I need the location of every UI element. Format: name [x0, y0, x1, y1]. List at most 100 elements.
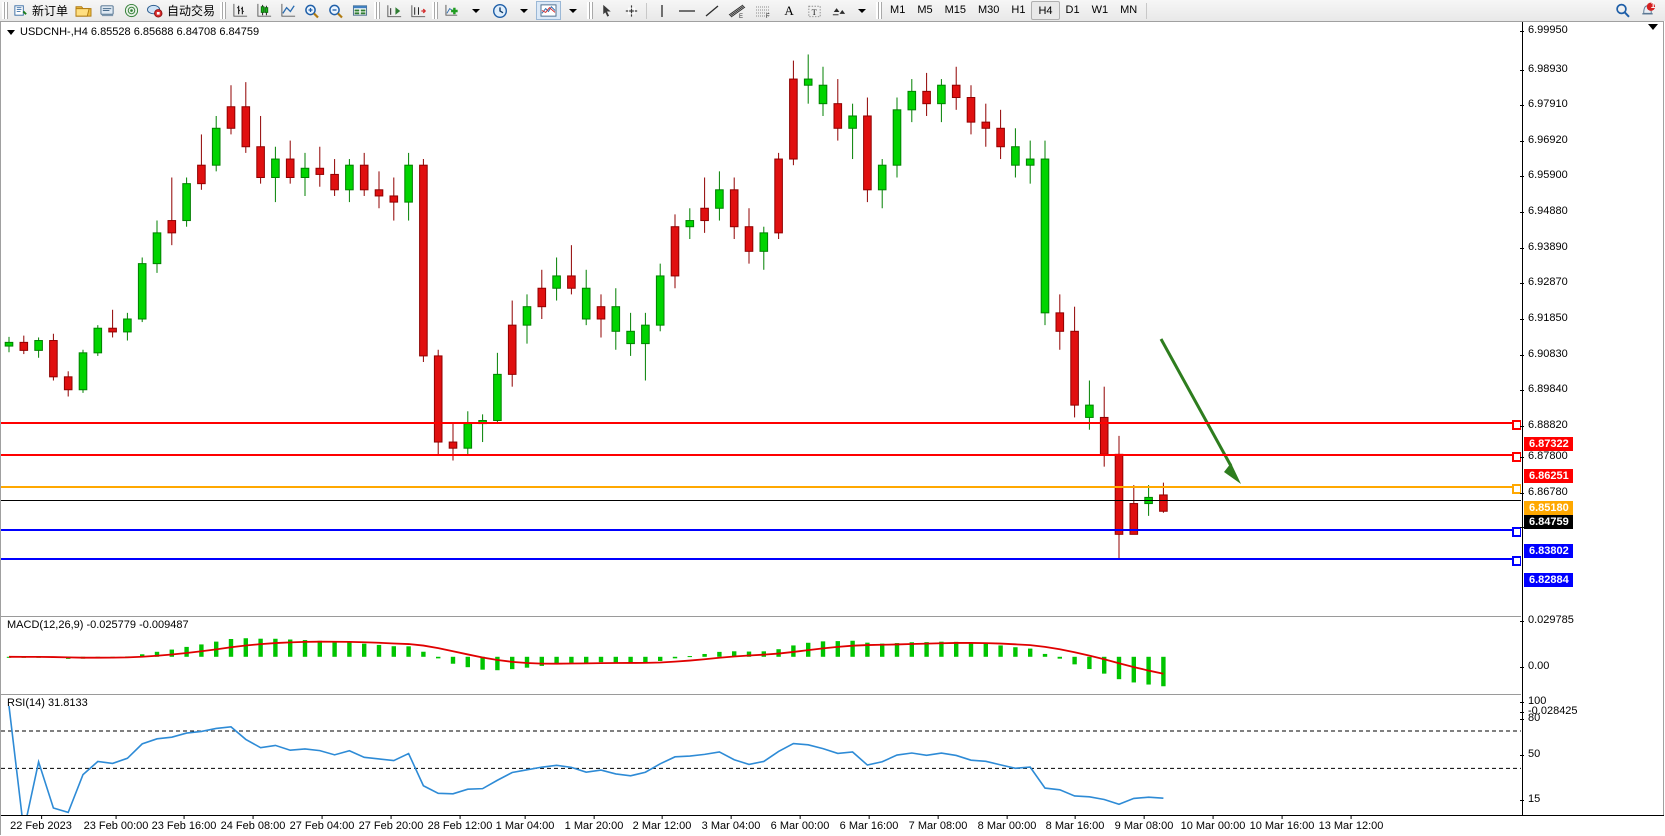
notifications-button[interactable]: 1 — [1635, 1, 1659, 20]
time-tick: 10 Mar 00:00 — [1181, 815, 1245, 832]
time-tick: 27 Feb 20:00 — [359, 815, 423, 832]
price-level-badge-6-86251[interactable]: 6.86251 — [1524, 469, 1573, 483]
price-line-6-85180[interactable] — [1, 484, 1521, 494]
cursor-icon — [603, 4, 611, 17]
current-price-badge: 6.84759 — [1524, 515, 1573, 529]
time-axis[interactable]: 22 Feb 2023 23 Feb 00:00 23 Feb 16:00 24… — [1, 815, 1664, 835]
cursor-tool-button[interactable] — [595, 1, 619, 20]
expert-advisors-button[interactable] — [71, 1, 95, 20]
rsi-pane-divider — [1, 694, 1521, 695]
period-dropdown-arrow[interactable] — [512, 1, 536, 20]
tile-windows-button[interactable] — [348, 1, 372, 20]
equidistant-channel-tool-button[interactable]: E — [724, 1, 750, 20]
toolbar-grip-4[interactable] — [432, 2, 439, 19]
auto-trading-label: 自动交易 — [167, 4, 216, 18]
arrows-tool-button[interactable] — [826, 1, 850, 20]
templates-button[interactable] — [536, 1, 562, 20]
vertical-line-tool-button[interactable] — [650, 1, 674, 20]
timeframe-h4[interactable]: H4 — [1031, 1, 1060, 20]
zoom-out-icon — [329, 4, 343, 18]
toolbar-grip-2[interactable] — [220, 2, 227, 19]
price-level-badge-6-87322[interactable]: 6.87322 — [1524, 437, 1573, 451]
horizontal-line-tool-button[interactable] — [674, 1, 700, 20]
new-order-button[interactable]: 新订单 — [10, 1, 71, 20]
bar-chart-icon — [232, 3, 247, 17]
price-line-handle[interactable] — [1512, 420, 1521, 430]
price-chart-svg — [1, 54, 1521, 815]
auto-trading-button[interactable]: 自动交易 — [143, 1, 218, 20]
timeframe-h1[interactable]: H1 — [1011, 4, 1026, 16]
time-tick: 22 Feb 2023 — [10, 815, 72, 832]
toolbar-grip-5[interactable] — [587, 2, 594, 19]
zoom-out-button[interactable] — [324, 1, 348, 20]
indicators-button[interactable] — [440, 1, 464, 20]
timeframe-m15[interactable]: M15 — [944, 4, 966, 16]
folder-icon — [75, 6, 91, 17]
chart-window-collapse-icon[interactable] — [1648, 24, 1658, 30]
auto-scroll-icon — [386, 4, 401, 17]
candlestick-chart-button[interactable] — [252, 1, 276, 20]
timeframe-m5[interactable]: M5 — [917, 4, 933, 16]
crosshair-tool-button[interactable] — [619, 1, 643, 20]
auto-scroll-button[interactable] — [382, 1, 406, 20]
time-tick: 6 Mar 00:00 — [771, 815, 829, 832]
toolbar-separator-b — [1146, 2, 1148, 19]
price-level-badge-6-83802[interactable]: 6.83802 — [1524, 544, 1573, 558]
period-button[interactable] — [488, 1, 512, 20]
main-toolbar: 新订单 自动交易 — [0, 0, 1665, 22]
chart-window[interactable]: USDCNH-,H4 6.85528 6.85688 6.84708 6.847… — [0, 21, 1665, 836]
time-tick: 10 Mar 16:00 — [1250, 815, 1314, 832]
terminal-button[interactable] — [95, 1, 119, 20]
line-chart-button[interactable] — [276, 1, 300, 20]
text-tool-button[interactable]: A — [776, 1, 802, 20]
price-line-6-82884[interactable] — [1, 556, 1521, 566]
timeframe-mn[interactable]: MN — [1120, 4, 1138, 16]
label-icon: T — [807, 5, 821, 17]
grid-icon — [353, 5, 368, 16]
bar-chart-button[interactable] — [228, 1, 252, 20]
time-tick: 27 Feb 04:00 — [290, 815, 354, 832]
price-line-handle[interactable] — [1512, 527, 1521, 537]
time-tick: 8 Mar 00:00 — [978, 815, 1036, 832]
toolbar-grip[interactable] — [2, 2, 8, 19]
channel-icon: E — [728, 4, 746, 19]
time-tick: 28 Feb 12:00 — [428, 815, 492, 832]
arrows-icon — [832, 7, 845, 15]
chart-shift-button[interactable] — [406, 1, 430, 20]
time-tick: 23 Feb 00:00 — [84, 815, 148, 832]
crosshair-icon — [625, 4, 637, 17]
price-level-badge-6-85180[interactable]: 6.85180 — [1524, 501, 1573, 515]
timeframe-w1[interactable]: W1 — [1091, 4, 1109, 16]
vertical-line-icon — [661, 4, 663, 17]
timeframe-m1[interactable]: M1 — [890, 4, 906, 16]
indicators-dropdown-arrow[interactable] — [464, 1, 488, 20]
zoom-in-button[interactable] — [300, 1, 324, 20]
fibonacci-icon: F — [756, 6, 770, 19]
price-line-handle[interactable] — [1512, 556, 1521, 566]
toolbar-grip-6[interactable] — [876, 2, 883, 19]
time-tick: 24 Feb 08:00 — [221, 815, 285, 832]
time-tick: 13 Mar 12:00 — [1319, 815, 1383, 832]
timeframe-d1[interactable]: D1 — [1065, 4, 1080, 16]
arrows-dropdown-arrow[interactable] — [850, 1, 874, 20]
label-tool-button[interactable]: T — [802, 1, 826, 20]
price-line-6-83802[interactable] — [1, 527, 1521, 537]
price-line-6-86251[interactable] — [1, 452, 1521, 462]
rsi-indicator-label: RSI(14) 31.8133 — [7, 697, 88, 709]
notification-icon — [1641, 2, 1655, 15]
price-level-badge-6-82884[interactable]: 6.82884 — [1524, 573, 1573, 587]
chart-menu-caret-icon[interactable] — [7, 29, 15, 35]
macd-pane-divider — [1, 616, 1521, 617]
toolbar-separator-a — [646, 2, 648, 19]
templates-dropdown-arrow[interactable] — [561, 1, 585, 20]
timeframe-m30[interactable]: M30 — [978, 4, 1000, 16]
price-axis[interactable]: 6.99950 6.98930 6.97910 6.96920 6.95900 … — [1520, 22, 1664, 815]
trendline-tool-button[interactable] — [700, 1, 724, 20]
price-line-handle[interactable] — [1512, 484, 1521, 494]
chart-plot-area[interactable]: USDCNH-,H4 6.85528 6.85688 6.84708 6.847… — [1, 22, 1521, 815]
fibonacci-tool-button[interactable]: F — [750, 1, 776, 20]
signals-button[interactable] — [119, 1, 143, 20]
price-line-6-87322[interactable] — [1, 420, 1521, 430]
toolbar-grip-3[interactable] — [374, 2, 381, 19]
search-button[interactable] — [1611, 1, 1635, 20]
